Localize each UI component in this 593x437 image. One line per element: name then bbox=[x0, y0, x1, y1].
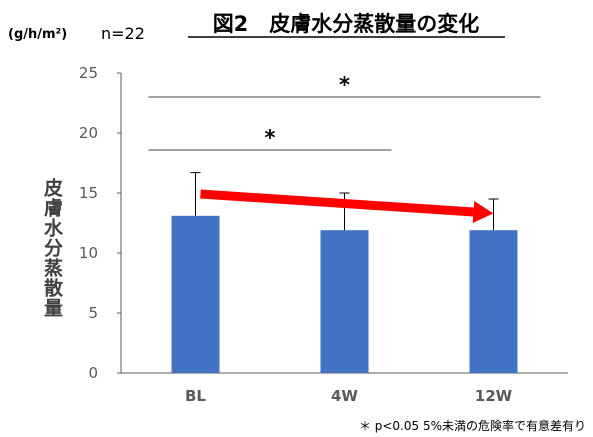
bar-series bbox=[171, 215, 518, 373]
y-tick-label: 5 bbox=[88, 304, 98, 322]
y-tick-label: 0 bbox=[88, 364, 98, 382]
y-axis-ticks: 0 5 10 15 20 25 bbox=[79, 64, 121, 382]
significance-brackets: ** bbox=[148, 73, 541, 151]
trend-arrow-head bbox=[472, 201, 494, 223]
trend-arrow-shaft bbox=[200, 189, 474, 217]
y-tick-label: 20 bbox=[79, 124, 98, 142]
significance-star: * bbox=[265, 126, 276, 150]
x-tick-label: 4W bbox=[331, 387, 358, 405]
sample-size-label: n=22 bbox=[101, 24, 145, 43]
bar-4W bbox=[320, 230, 369, 373]
x-tick-label: BL bbox=[185, 387, 206, 405]
bar-BL bbox=[171, 215, 220, 373]
trend-arrow bbox=[200, 189, 494, 223]
footnote: ＊ p<0.05 5%未満の危険率で有意差有り bbox=[359, 418, 586, 433]
x-axis-ticks: BL 4W 12W bbox=[185, 387, 513, 405]
x-tick-label: 12W bbox=[475, 387, 513, 405]
y-axis-title: 皮膚水分蒸散量 bbox=[41, 177, 63, 318]
unit-label: (g/h/m²) bbox=[8, 27, 67, 42]
bar-12W bbox=[469, 230, 518, 373]
y-tick-label: 25 bbox=[79, 64, 98, 82]
significance-star: * bbox=[339, 73, 350, 97]
chart-title: 図2 皮膚水分蒸散量の変化 bbox=[213, 12, 480, 36]
y-tick-label: 10 bbox=[79, 244, 98, 262]
y-tick-label: 15 bbox=[79, 184, 98, 202]
